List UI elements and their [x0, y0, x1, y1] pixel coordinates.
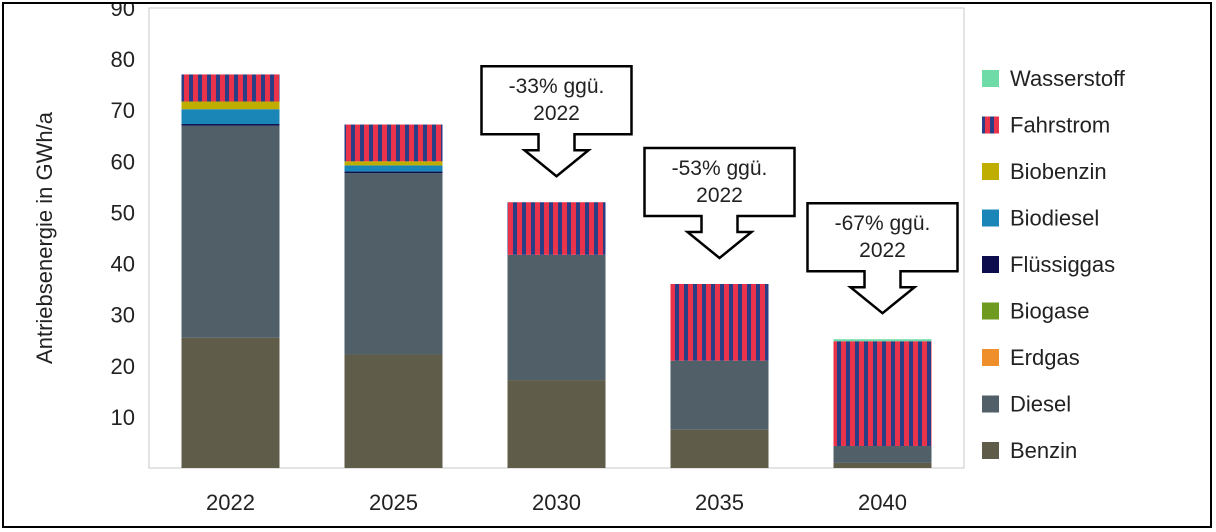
bar-biobenzin-2022 — [181, 101, 280, 110]
bar-fluessiggas-2022 — [181, 124, 280, 126]
legend-swatch — [982, 116, 999, 134]
legend-label: Diesel — [1010, 392, 1071, 417]
callout-arrow-shape — [480, 64, 633, 178]
bar-diesel-2030 — [507, 254, 606, 381]
y-tick-label: 70 — [111, 98, 135, 123]
legend-label: Flüssiggas — [1010, 252, 1115, 277]
bar-benzin-2022 — [181, 337, 280, 468]
callout-2030: -33% ggü. 2022 — [480, 64, 633, 178]
y-axis-title: Antriebsenergie in GWh/a — [32, 111, 57, 364]
legend-item-fluessiggas: Flüssiggas — [982, 252, 1115, 277]
x-tick-label: 2035 — [695, 490, 744, 515]
x-tick-label: 2030 — [532, 490, 581, 515]
bar-wasserstoff-2040 — [833, 339, 932, 342]
legend-swatch — [982, 349, 999, 366]
y-axis-ticks: 10 20 30 40 50 60 70 80 90 — [111, 4, 135, 430]
callout-2035: -53% ggü. 2022 — [643, 146, 796, 260]
callout-2040: -67% ggü. 2022 — [806, 201, 959, 315]
legend-swatch — [982, 70, 999, 87]
x-tick-label: 2025 — [369, 490, 418, 515]
callout-text: -67% ggü. — [835, 212, 931, 235]
y-tick-label: 80 — [111, 47, 135, 72]
legend-item-biobenzin: Biobenzin — [982, 159, 1107, 184]
callout-text: 2022 — [696, 184, 743, 207]
legend-swatch — [982, 209, 999, 227]
bar-benzin-2030 — [507, 380, 606, 468]
legend-swatch — [982, 256, 999, 273]
bar-diesel-2022 — [181, 125, 280, 338]
y-tick-label: 90 — [111, 4, 135, 21]
bar-fahrstrom-2040 — [833, 341, 932, 447]
callout-text: 2022 — [859, 239, 906, 262]
legend-label: Fahrstrom — [1010, 113, 1110, 138]
y-tick-label: 20 — [111, 354, 135, 379]
callouts: -33% ggü. 2022 -53% ggü. 2022 -67% ggü. 2022 — [480, 64, 959, 315]
bars — [181, 74, 932, 468]
legend-item-diesel: Diesel — [982, 392, 1071, 417]
legend-item-biogase: Biogase — [982, 299, 1090, 324]
y-tick-label: 30 — [111, 303, 135, 328]
bar-diesel-2040 — [833, 446, 932, 463]
legend-swatch — [982, 302, 999, 320]
bar-fahrstrom-2025 — [344, 124, 443, 162]
callout-text: -53% ggü. — [672, 157, 768, 180]
bar-diesel-2025 — [344, 173, 443, 355]
y-tick-label: 50 — [111, 200, 135, 225]
legend-item-wasserstoff: Wasserstoff — [982, 66, 1126, 91]
legend: Wasserstoff Fahrstrom Biobenzin Biodiesel Fl… — [982, 66, 1126, 463]
legend-label: Biobenzin — [1010, 159, 1107, 184]
callout-text: 2022 — [533, 102, 580, 125]
bar-stack-2030 — [507, 202, 606, 468]
bar-benzin-2040 — [833, 462, 932, 468]
bar-stack-2035 — [670, 284, 769, 468]
bar-fahrstrom-2030 — [507, 202, 606, 255]
bar-stack-2040 — [833, 339, 932, 468]
legend-item-erdgas: Erdgas — [982, 345, 1080, 370]
legend-label: Erdgas — [1010, 345, 1080, 370]
bar-benzin-2025 — [344, 354, 443, 468]
legend-label: Biogase — [1010, 299, 1090, 324]
legend-label: Biodiesel — [1010, 206, 1099, 231]
bar-diesel-2035 — [670, 360, 769, 430]
legend-swatch — [982, 163, 999, 180]
x-tick-label: 2040 — [858, 490, 907, 515]
bar-fahrstrom-2035 — [670, 284, 769, 361]
legend-swatch — [982, 395, 999, 413]
legend-item-fahrstrom: Fahrstrom — [982, 113, 1110, 138]
y-tick-label: 10 — [111, 405, 135, 430]
legend-label: Benzin — [1010, 438, 1077, 463]
callout-arrow-shape — [643, 146, 796, 260]
y-tick-label: 40 — [111, 252, 135, 277]
callout-arrow-shape — [806, 201, 959, 315]
bar-biodiesel-2025 — [344, 165, 443, 172]
y-tick-label: 60 — [111, 149, 135, 174]
x-axis-ticks: 2022 2025 2030 2035 2040 — [206, 490, 907, 515]
legend-label: Wasserstoff — [1010, 66, 1126, 91]
legend-item-benzin: Benzin — [982, 438, 1077, 463]
stacked-bar-chart: Antriebsenergie in GWh/a 102030405060708… — [32, 4, 1126, 515]
bar-benzin-2035 — [670, 429, 769, 468]
bar-biodiesel-2022 — [181, 109, 280, 125]
x-tick-label: 2022 — [206, 490, 255, 515]
legend-swatch — [982, 442, 999, 459]
bar-fluessiggas-2025 — [344, 171, 443, 174]
bar-biobenzin-2025 — [344, 161, 443, 166]
bar-fahrstrom-2022 — [181, 74, 280, 102]
legend-item-biodiesel: Biodiesel — [982, 206, 1099, 231]
bar-stack-2022 — [181, 74, 280, 468]
callout-text: -33% ggü. — [509, 75, 605, 98]
bar-stack-2025 — [344, 124, 443, 468]
